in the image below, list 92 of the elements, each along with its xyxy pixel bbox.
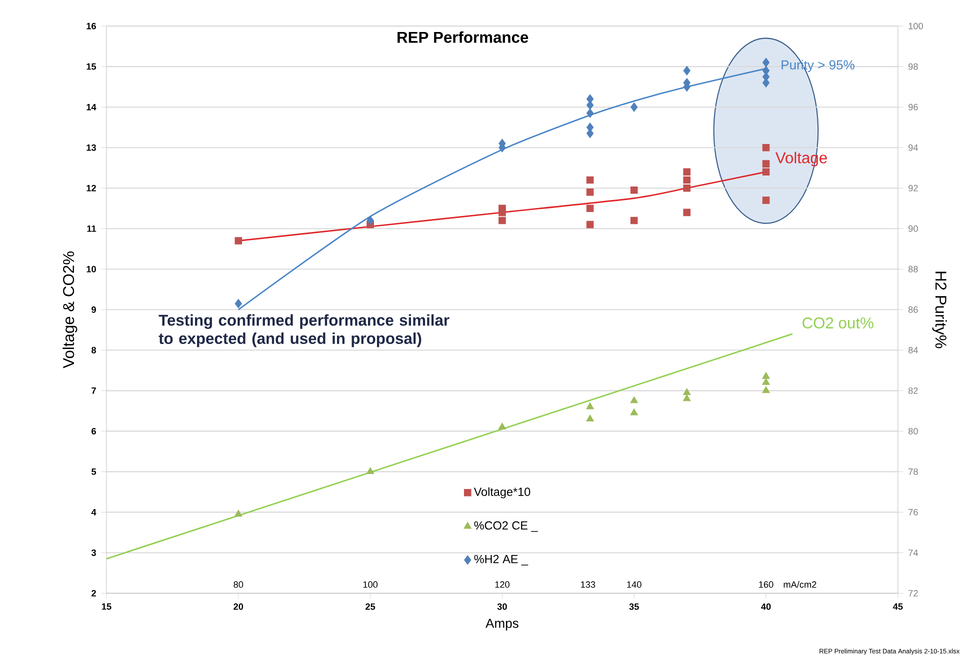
annotation: Testing confirmed performance similar to expected (and used in proposal) [158, 314, 450, 348]
x2-axis-title: mA/cm2 [784, 581, 816, 588]
y2-tick-label: 92 [908, 185, 918, 192]
x-tick-label: 15 [102, 604, 112, 610]
y2-tick-label: 80 [908, 428, 918, 435]
point [762, 378, 770, 386]
point [762, 58, 770, 68]
point [762, 78, 770, 88]
x2-tick-label: 80 [234, 582, 244, 588]
y2-tick-label: 88 [908, 266, 918, 273]
y-tick-label: 7 [92, 388, 96, 394]
point [234, 237, 242, 245]
x-tick-label: 40 [761, 604, 771, 610]
point [683, 209, 691, 216]
y2-tick-label: 76 [908, 509, 918, 516]
x-tick-label: 30 [497, 604, 507, 610]
y-tick-label: 15 [86, 64, 96, 70]
y-tick-label: 6 [92, 428, 96, 435]
y-tick-label: 11 [87, 226, 96, 232]
point [234, 510, 242, 517]
y-tick-label: 16 [86, 23, 96, 30]
legend-label: %CO2 CE _ [474, 522, 538, 532]
y-tick-label: 3 [91, 550, 96, 556]
point [586, 221, 594, 228]
point [498, 217, 506, 224]
point [762, 196, 770, 204]
point [498, 209, 506, 216]
x-tick-label: 20 [234, 604, 244, 610]
series-label: Purity > 95% [782, 60, 854, 72]
point [630, 217, 638, 224]
point [586, 128, 594, 138]
point [586, 108, 594, 118]
y2-tick-label: 78 [908, 468, 918, 476]
point [586, 188, 594, 196]
point [762, 372, 770, 380]
point [683, 168, 691, 176]
x2-tick-label: 100 [363, 582, 378, 588]
x2-tick-label: 133 [581, 582, 596, 588]
legend-label: Voltage*10 [474, 488, 530, 499]
point [762, 160, 770, 168]
point [586, 100, 594, 110]
y2-tick-label: 74 [908, 550, 918, 556]
point [630, 396, 638, 404]
y-tick-label: 8 [92, 347, 96, 354]
point [683, 66, 690, 76]
point [683, 184, 691, 192]
x2-tick-label: 140 [627, 582, 642, 588]
y2-tick-label: 94 [908, 144, 918, 152]
y-tick-label: 13 [86, 144, 96, 152]
y-tick-label: 12 [86, 185, 96, 192]
x2-tick-label: 120 [495, 582, 510, 588]
point [366, 216, 374, 226]
chart-title: REP Performance [398, 32, 528, 44]
y2-tick-label: 84 [908, 347, 918, 354]
x2-tick-label: 160 [759, 582, 774, 588]
point [498, 422, 506, 430]
series-label: CO2 out% [802, 318, 874, 329]
point [366, 468, 374, 474]
y-tick-label: 2 [92, 590, 96, 597]
y2-tick-label: 72 [908, 590, 918, 597]
point [683, 176, 691, 184]
point [630, 186, 638, 194]
point [586, 176, 594, 184]
point [586, 204, 594, 212]
point [682, 388, 691, 396]
point [586, 402, 594, 410]
y-axis-title: Voltage & CO2% [62, 252, 78, 369]
y-tick-label: 4 [91, 509, 96, 516]
y2-axis-title: H2 Purity% [932, 272, 947, 348]
y-tick-label: 5 [92, 468, 96, 476]
legend-label: %H2 AE _ [474, 555, 528, 566]
y2-tick-label: 98 [908, 64, 918, 70]
y2-tick-label: 90 [908, 226, 918, 232]
y2-tick-label: 86 [908, 306, 918, 314]
y-tick-label: 14 [86, 104, 96, 110]
point [630, 102, 638, 112]
x-tick-label: 25 [366, 604, 376, 610]
y2-tick-label: 100 [908, 23, 923, 30]
point [682, 394, 691, 402]
x-tick-label: 45 [892, 604, 903, 610]
x-axis-title: Amps [486, 619, 518, 631]
point [234, 299, 242, 309]
point [762, 386, 770, 394]
point [762, 144, 770, 152]
y2-tick-label: 82 [908, 388, 918, 394]
point [586, 414, 594, 422]
y2-tick-label: 96 [908, 104, 918, 111]
y-tick-label: 10 [86, 266, 96, 273]
x-tick-label: 35 [629, 604, 639, 610]
point [762, 168, 770, 176]
point [630, 408, 638, 416]
y-tick-label: 9 [92, 306, 96, 314]
